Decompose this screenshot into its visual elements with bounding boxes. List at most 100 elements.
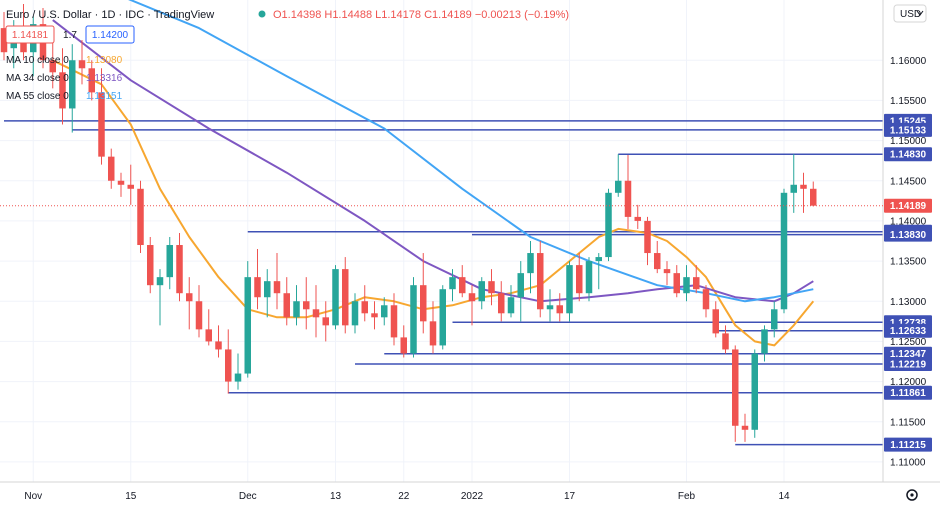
time-tick-label: Feb (678, 491, 696, 502)
ma10-value: 1.13080 (86, 55, 123, 66)
candle-body (693, 277, 700, 290)
candle (381, 297, 388, 326)
candle-body (624, 180, 632, 217)
candle (69, 44, 76, 133)
candle-body (800, 184, 807, 189)
level-badge: 1.11215 (884, 437, 932, 452)
spread-value: 1.7 (63, 30, 77, 41)
candle (49, 40, 56, 89)
candle-body (254, 277, 261, 298)
candle (673, 265, 680, 298)
candle (215, 325, 222, 358)
level-badge: 1.13830 (884, 227, 932, 242)
candle-body (439, 289, 446, 346)
candle-body (790, 184, 797, 193)
candle (741, 413, 749, 442)
candle (624, 155, 632, 229)
level-badge-label: 1.13830 (890, 230, 927, 241)
price-tick-label: 1.15000 (890, 136, 927, 147)
buy-price: 1.14200 (92, 30, 129, 41)
candle-body (420, 285, 427, 322)
candle (527, 241, 534, 294)
candle (166, 236, 173, 290)
candle-body (771, 309, 778, 330)
candle-body (751, 353, 758, 430)
candle (595, 253, 602, 290)
candle-body (195, 301, 203, 330)
ma34-label: MA 34 close 0 (6, 73, 69, 84)
candle (322, 301, 329, 342)
candle-body (361, 301, 368, 314)
candle (254, 249, 261, 310)
candle (264, 269, 271, 318)
candle-body (429, 321, 437, 346)
candle (186, 277, 193, 330)
buy-button[interactable] (85, 25, 135, 44)
candle (790, 154, 797, 213)
candle-body (488, 281, 495, 294)
candle-body (576, 265, 583, 294)
candle-body (381, 305, 388, 318)
candle-body (498, 293, 505, 314)
candle-body (537, 253, 544, 310)
sell-button[interactable] (5, 25, 55, 44)
price-tick-label: 1.15500 (890, 96, 927, 107)
time-tick-label: 22 (398, 491, 410, 502)
candle-body (605, 192, 612, 258)
time-tick-label: Nov (24, 491, 42, 502)
ma55-line (128, 0, 814, 303)
currency-selector[interactable] (893, 4, 927, 23)
candle (176, 232, 183, 302)
candle (634, 204, 641, 229)
candle (459, 265, 466, 298)
candle (468, 285, 476, 326)
candle (683, 265, 690, 302)
candle (800, 172, 807, 213)
level-badge: 1.14830 (884, 147, 932, 162)
candle (429, 301, 437, 354)
ma-legend: MA 10 close 0 1.13080 MA 34 close 0 1.13… (6, 55, 123, 102)
candle (293, 285, 300, 326)
candle (225, 329, 232, 394)
level-badge-label: 1.11215 (890, 440, 926, 451)
candle-body (410, 285, 417, 354)
candle-body (117, 180, 125, 185)
sell-price: 1.14181 (12, 30, 49, 41)
candle-body (722, 333, 729, 350)
candle (546, 289, 554, 322)
level-price-badges: 1.152451.151331.148301.138651.138301.127… (0, 113, 932, 452)
candle-body (78, 60, 86, 69)
price-axis[interactable]: 1.16000 1.15500 1.15000 1.14500 1.14000 1.135… (890, 56, 927, 469)
candle-body (468, 293, 476, 302)
candle (780, 188, 788, 314)
candle (644, 216, 651, 266)
candle (751, 349, 758, 438)
time-axis[interactable]: Nov 15 Dec 13 22 2022 17 Feb 14 (24, 491, 790, 502)
candle-body (527, 253, 534, 274)
time-tick-label: 15 (125, 491, 137, 502)
candle (663, 261, 671, 286)
candle (273, 253, 281, 310)
candle-body (644, 220, 651, 254)
candle (810, 181, 817, 207)
candle (371, 301, 378, 330)
price-tick-label: 1.11000 (890, 457, 926, 468)
candle (342, 257, 349, 334)
candle (303, 277, 310, 330)
candle (732, 345, 739, 442)
candle-body (59, 72, 66, 109)
candle (585, 257, 593, 302)
candle (420, 253, 427, 334)
level-badge-label: 1.12219 (890, 359, 927, 370)
gear-icon[interactable] (906, 489, 918, 501)
price-tick-label: 1.12000 (890, 377, 927, 388)
candle-body (566, 265, 573, 314)
level-badge: 1.12219 (884, 356, 932, 371)
chevron-down-icon (916, 10, 924, 16)
candle (410, 277, 417, 358)
last-price-badge: 1.14189 (884, 198, 932, 213)
candle-body (332, 269, 339, 326)
